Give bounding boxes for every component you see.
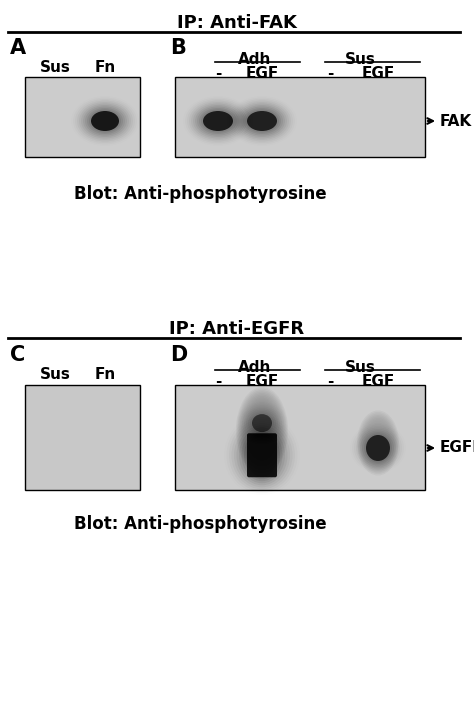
- Bar: [175, 385, 425, 490]
- FancyBboxPatch shape: [247, 433, 277, 477]
- Text: A: A: [10, 38, 26, 58]
- Ellipse shape: [362, 432, 394, 464]
- Text: Fn: Fn: [94, 60, 116, 75]
- Ellipse shape: [89, 109, 121, 132]
- Ellipse shape: [85, 107, 125, 135]
- Ellipse shape: [364, 433, 392, 463]
- Text: -: -: [215, 66, 221, 81]
- Ellipse shape: [91, 111, 119, 131]
- Text: EGFR: EGFR: [440, 440, 474, 456]
- Ellipse shape: [244, 431, 280, 479]
- Ellipse shape: [241, 429, 283, 482]
- Text: -: -: [327, 374, 333, 389]
- Text: EGF: EGF: [361, 66, 395, 81]
- Text: Sus: Sus: [39, 60, 71, 75]
- Text: Fn: Fn: [94, 367, 116, 382]
- Bar: [175, 77, 425, 157]
- Text: IP: Anti-FAK: IP: Anti-FAK: [177, 14, 297, 32]
- Text: D: D: [170, 345, 187, 365]
- Text: -: -: [327, 66, 333, 81]
- Text: Blot: Anti-phosphotyrosine: Blot: Anti-phosphotyrosine: [73, 185, 326, 203]
- Text: C: C: [10, 345, 25, 365]
- Ellipse shape: [197, 107, 239, 135]
- Ellipse shape: [241, 107, 283, 135]
- Bar: [25, 77, 140, 157]
- Text: Adh: Adh: [238, 52, 272, 67]
- Text: Blot: Anti-phosphotyrosine: Blot: Anti-phosphotyrosine: [73, 515, 326, 533]
- Text: EGF: EGF: [246, 66, 279, 81]
- Ellipse shape: [245, 109, 279, 132]
- Ellipse shape: [239, 427, 285, 483]
- Text: Sus: Sus: [345, 360, 375, 375]
- Text: B: B: [170, 38, 186, 58]
- Text: Sus: Sus: [345, 52, 375, 67]
- Ellipse shape: [246, 433, 277, 477]
- Text: FAK: FAK: [440, 114, 472, 128]
- Ellipse shape: [237, 426, 288, 485]
- Ellipse shape: [243, 108, 281, 134]
- Bar: [25, 385, 140, 490]
- Text: Adh: Adh: [238, 360, 272, 375]
- Ellipse shape: [247, 111, 277, 131]
- Text: IP: Anti-EGFR: IP: Anti-EGFR: [169, 320, 305, 338]
- Text: -: -: [215, 374, 221, 389]
- Text: Sus: Sus: [39, 367, 71, 382]
- Ellipse shape: [252, 414, 272, 432]
- Ellipse shape: [203, 111, 233, 131]
- Text: EGF: EGF: [246, 374, 279, 389]
- Ellipse shape: [199, 108, 237, 134]
- Ellipse shape: [239, 105, 285, 137]
- Ellipse shape: [83, 105, 127, 137]
- Ellipse shape: [201, 109, 235, 132]
- Ellipse shape: [195, 105, 241, 137]
- Ellipse shape: [87, 108, 123, 134]
- Ellipse shape: [366, 435, 390, 461]
- Text: EGF: EGF: [361, 374, 395, 389]
